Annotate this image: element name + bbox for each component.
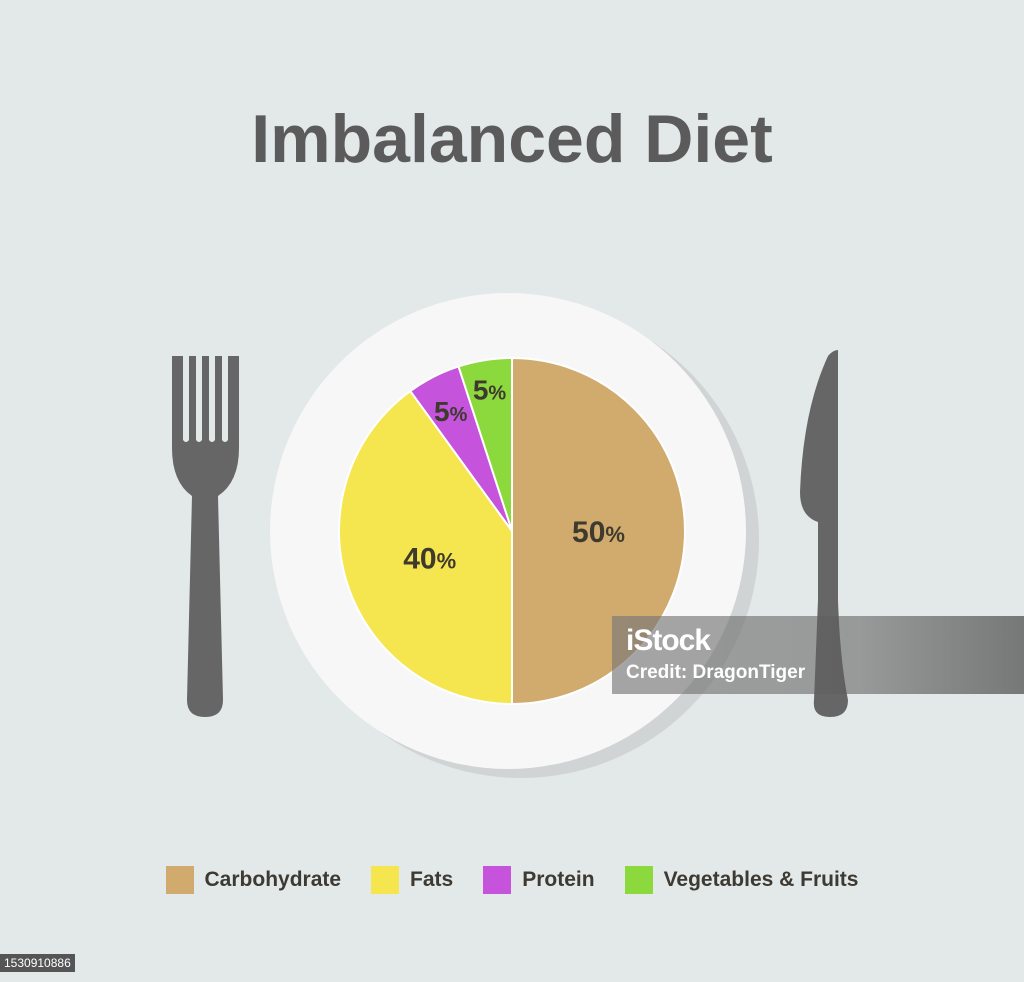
legend-label: Vegetables & Fruits bbox=[663, 868, 859, 891]
watermark: iStock Credit: DragonTiger bbox=[612, 616, 1024, 694]
chart-title: Imbalanced Diet bbox=[251, 101, 773, 177]
legend-label: Protein bbox=[522, 868, 595, 891]
legend-item-protein: Protein bbox=[483, 866, 595, 894]
pie-label-carbohydrate: 50% bbox=[572, 516, 625, 549]
pie-slice-vegetables-fruits bbox=[457, 356, 513, 532]
legend-label: Carbohydrate bbox=[204, 868, 342, 891]
pie-label-fats: 40% bbox=[403, 543, 456, 576]
legend-swatch bbox=[483, 866, 512, 894]
watermark-credit: Credit: DragonTiger bbox=[626, 662, 806, 683]
image-id: 1530910886 bbox=[0, 954, 75, 972]
legend-swatch bbox=[371, 866, 400, 894]
legend-item-carbohydrate: Carbohydrate bbox=[165, 866, 342, 894]
legend-swatch bbox=[165, 866, 194, 894]
legend-item-fats: Fats bbox=[371, 866, 453, 894]
pie-label-vegetables-fruits: 5% bbox=[473, 374, 507, 405]
pie-slice-fats bbox=[337, 389, 513, 706]
pie-label-protein: 5% bbox=[434, 396, 468, 427]
legend: Carbohydrate Fats Protein Vegetables & Frui… bbox=[0, 866, 1024, 894]
watermark-brand: iStock bbox=[626, 624, 711, 657]
legend-label: Fats bbox=[410, 868, 454, 891]
fork-icon bbox=[172, 356, 239, 717]
legend-swatch bbox=[624, 866, 653, 894]
legend-item-vegetables-fruits: Vegetables & Fruits bbox=[624, 866, 859, 894]
